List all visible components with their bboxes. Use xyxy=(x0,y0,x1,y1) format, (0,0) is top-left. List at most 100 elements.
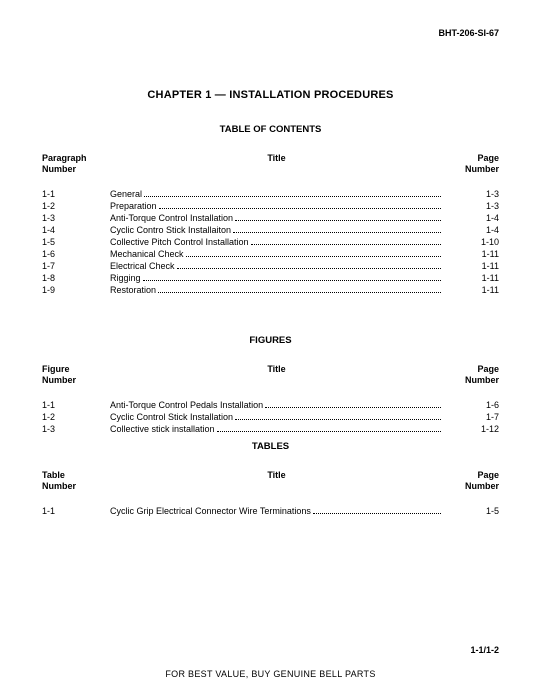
footer-tagline: FOR BEST VALUE, BUY GENUINE BELL PARTS xyxy=(0,669,541,680)
entry-number: 1-6 xyxy=(42,249,110,260)
entry-number: 1-2 xyxy=(42,201,110,212)
leader-dots xyxy=(177,268,441,269)
entry-row: 1-5Collective Pitch Control Installation… xyxy=(42,237,499,248)
figures-heading: FIGURES xyxy=(42,335,499,346)
entry-title-wrap: General xyxy=(110,189,443,200)
entry-page: 1-3 xyxy=(443,189,499,200)
entry-title-wrap: Rigging xyxy=(110,273,443,284)
leader-dots xyxy=(313,513,441,514)
entry-page: 1-7 xyxy=(443,412,499,423)
toc-heading: TABLE OF CONTENTS xyxy=(42,124,499,135)
col-header-page-number: Page Number xyxy=(443,364,499,386)
col-header-paragraph-number: Paragraph Number xyxy=(42,153,110,175)
entry-title-wrap: Preparation xyxy=(110,201,443,212)
entry-title: Collective Pitch Control Installation xyxy=(110,237,249,248)
entry-title-wrap: Cyclic Contro Stick Installaiton xyxy=(110,225,443,236)
entry-number: 1-7 xyxy=(42,261,110,272)
figures-header-row: Figure Number Title Page Number xyxy=(42,364,499,386)
entry-number: 1-1 xyxy=(42,400,110,411)
leader-dots xyxy=(233,232,441,233)
footer-page-number: 1-1/1-2 xyxy=(470,645,499,656)
entry-title-wrap: Anti-Torque Control Pedals Installation xyxy=(110,400,443,411)
figure-entries: 1-1Anti-Torque Control Pedals Installati… xyxy=(42,400,499,435)
entry-title: General xyxy=(110,189,142,200)
table-entries: 1-1Cyclic Grip Electrical Connector Wire… xyxy=(42,506,499,517)
entry-title: Mechanical Check xyxy=(110,249,184,260)
entry-title-wrap: Mechanical Check xyxy=(110,249,443,260)
entry-page: 1-10 xyxy=(443,237,499,248)
entry-row: 1-3Anti-Torque Control Installation 1-4 xyxy=(42,213,499,224)
entry-title-wrap: Collective Pitch Control Installation xyxy=(110,237,443,248)
entry-number: 1-2 xyxy=(42,412,110,423)
col-header-page-number: Page Number xyxy=(443,153,499,175)
entry-page: 1-3 xyxy=(443,201,499,212)
chapter-title: CHAPTER 1 — INSTALLATION PROCEDURES xyxy=(42,89,499,102)
col-header-title: Title xyxy=(110,364,443,386)
entry-row: 1-1Cyclic Grip Electrical Connector Wire… xyxy=(42,506,499,517)
leader-dots xyxy=(186,256,441,257)
entry-title: Cyclic Contro Stick Installaiton xyxy=(110,225,231,236)
col-header-title: Title xyxy=(110,153,443,175)
entry-title-wrap: Restoration xyxy=(110,285,443,296)
leader-dots xyxy=(235,220,441,221)
entry-title: Cyclic Grip Electrical Connector Wire Te… xyxy=(110,506,311,517)
entry-row: 1-1Anti-Torque Control Pedals Installati… xyxy=(42,400,499,411)
entry-row: 1-6Mechanical Check 1-11 xyxy=(42,249,499,260)
entry-page: 1-12 xyxy=(443,424,499,435)
entry-page: 1-4 xyxy=(443,225,499,236)
entry-title-wrap: Electrical Check xyxy=(110,261,443,272)
entry-title-wrap: Collective stick installation xyxy=(110,424,443,435)
tables-header-row: Table Number Title Page Number xyxy=(42,470,499,492)
col-header-page-number: Page Number xyxy=(443,470,499,492)
entry-title-wrap: Anti-Torque Control Installation xyxy=(110,213,443,224)
entry-number: 1-1 xyxy=(42,506,110,517)
entry-number: 1-8 xyxy=(42,273,110,284)
entry-row: 1-8Rigging 1-11 xyxy=(42,273,499,284)
leader-dots xyxy=(143,280,441,281)
entry-title: Collective stick installation xyxy=(110,424,215,435)
col-header-title: Title xyxy=(110,470,443,492)
document-id: BHT-206-SI-67 xyxy=(42,28,499,39)
leader-dots xyxy=(144,196,441,197)
entry-row: 1-4Cyclic Contro Stick Installaiton 1-4 xyxy=(42,225,499,236)
entry-page: 1-5 xyxy=(443,506,499,517)
entry-number: 1-9 xyxy=(42,285,110,296)
entry-title: Cyclic Control Stick Installation xyxy=(110,412,233,423)
entry-title: Rigging xyxy=(110,273,141,284)
leader-dots xyxy=(265,407,441,408)
entry-page: 1-11 xyxy=(443,285,499,296)
entry-page: 1-11 xyxy=(443,273,499,284)
entry-number: 1-1 xyxy=(42,189,110,200)
entry-title: Anti-Torque Control Pedals Installation xyxy=(110,400,263,411)
entry-title: Preparation xyxy=(110,201,157,212)
entry-title: Anti-Torque Control Installation xyxy=(110,213,233,224)
entry-title: Restoration xyxy=(110,285,156,296)
entry-row: 1-7Electrical Check 1-11 xyxy=(42,261,499,272)
entry-page: 1-6 xyxy=(443,400,499,411)
col-header-figure-number: Figure Number xyxy=(42,364,110,386)
entry-page: 1-11 xyxy=(443,249,499,260)
leader-dots xyxy=(158,292,441,293)
entry-row: 1-9Restoration 1-11 xyxy=(42,285,499,296)
entry-row: 1-2Cyclic Control Stick Installation 1-7 xyxy=(42,412,499,423)
toc-header-row: Paragraph Number Title Page Number xyxy=(42,153,499,175)
entry-title-wrap: Cyclic Grip Electrical Connector Wire Te… xyxy=(110,506,443,517)
entry-page: 1-4 xyxy=(443,213,499,224)
leader-dots xyxy=(217,431,441,432)
entry-title: Electrical Check xyxy=(110,261,175,272)
document-page: BHT-206-SI-67 CHAPTER 1 — INSTALLATION P… xyxy=(0,0,541,700)
entry-row: 1-1General 1-3 xyxy=(42,189,499,200)
col-header-table-number: Table Number xyxy=(42,470,110,492)
entry-number: 1-5 xyxy=(42,237,110,248)
toc-entries: 1-1General 1-31-2Preparation 1-31-3Anti-… xyxy=(42,189,499,296)
entry-number: 1-3 xyxy=(42,213,110,224)
entry-title-wrap: Cyclic Control Stick Installation xyxy=(110,412,443,423)
entry-row: 1-2Preparation 1-3 xyxy=(42,201,499,212)
entry-row: 1-3Collective stick installation 1-12 xyxy=(42,424,499,435)
entry-number: 1-3 xyxy=(42,424,110,435)
leader-dots xyxy=(235,419,441,420)
leader-dots xyxy=(251,244,441,245)
leader-dots xyxy=(159,208,441,209)
tables-heading: TABLES xyxy=(42,441,499,452)
entry-number: 1-4 xyxy=(42,225,110,236)
